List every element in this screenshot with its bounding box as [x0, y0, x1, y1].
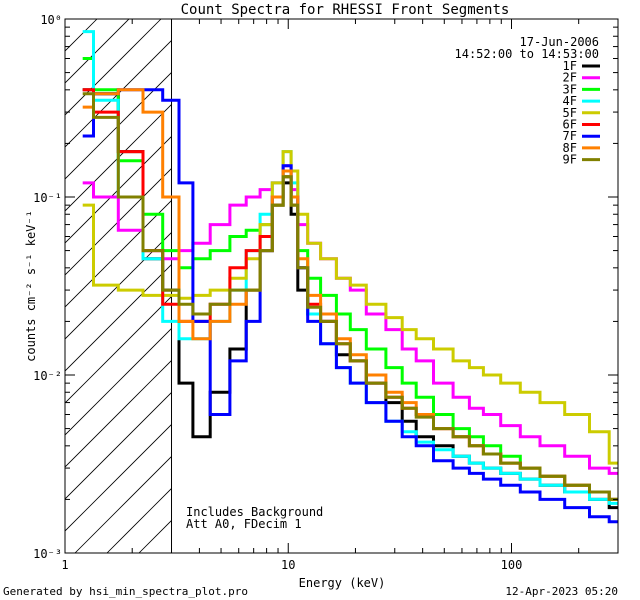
legend-label-2f: 2F	[563, 71, 577, 85]
legend-label-7f: 7F	[563, 129, 577, 143]
y-tick-labels: 10⁰ 10⁻¹ 10⁻² 10⁻³	[33, 13, 62, 561]
y-tick-label: 10⁻²	[33, 369, 62, 383]
series-line-9f	[82, 92, 618, 501]
plot-frame	[64, 18, 619, 554]
background-hatched-region	[65, 19, 172, 553]
note-background: Includes Background	[186, 505, 323, 519]
y-axis-label: counts cm⁻² s⁻¹ keV⁻¹	[24, 210, 38, 362]
y-tick-label: 10⁻¹	[33, 191, 62, 205]
y-tick-label: 10⁻³	[33, 547, 62, 561]
axis-ticks	[64, 18, 619, 554]
time-range-label: 14:52:00 to 14:53:00	[455, 47, 600, 61]
note-attenuator: Att A0, FDecim 1	[186, 517, 302, 531]
legend-label-5f: 5F	[563, 106, 577, 120]
x-tick-label: 10	[281, 558, 295, 572]
y-tick-label: 10⁰	[40, 13, 62, 27]
legend-label-1f: 1F	[563, 59, 577, 73]
series-layer	[82, 30, 618, 524]
series-line-3f	[82, 57, 618, 501]
x-axis-label: Energy (keV)	[299, 576, 386, 590]
legend-label-9f: 9F	[563, 153, 577, 167]
chart-title: Count Spectra for RHESSI Front Segments	[181, 2, 510, 18]
x-tick-labels: 1 10 100	[61, 558, 522, 572]
timestamp-label: 12-Apr-2023 05:20	[505, 585, 618, 598]
x-tick-label: 100	[501, 558, 523, 572]
legend-label-4f: 4F	[563, 94, 577, 108]
legend-label-8f: 8F	[563, 141, 577, 155]
generated-by-label: Generated by hsi_min_spectra_plot.pro	[3, 585, 248, 598]
legend-label-3f: 3F	[563, 82, 577, 96]
legend-label-6f: 6F	[563, 118, 577, 132]
x-tick-label: 1	[61, 558, 68, 572]
date-label: 17-Jun-2006	[520, 35, 599, 49]
hatch-lines	[65, 19, 172, 553]
